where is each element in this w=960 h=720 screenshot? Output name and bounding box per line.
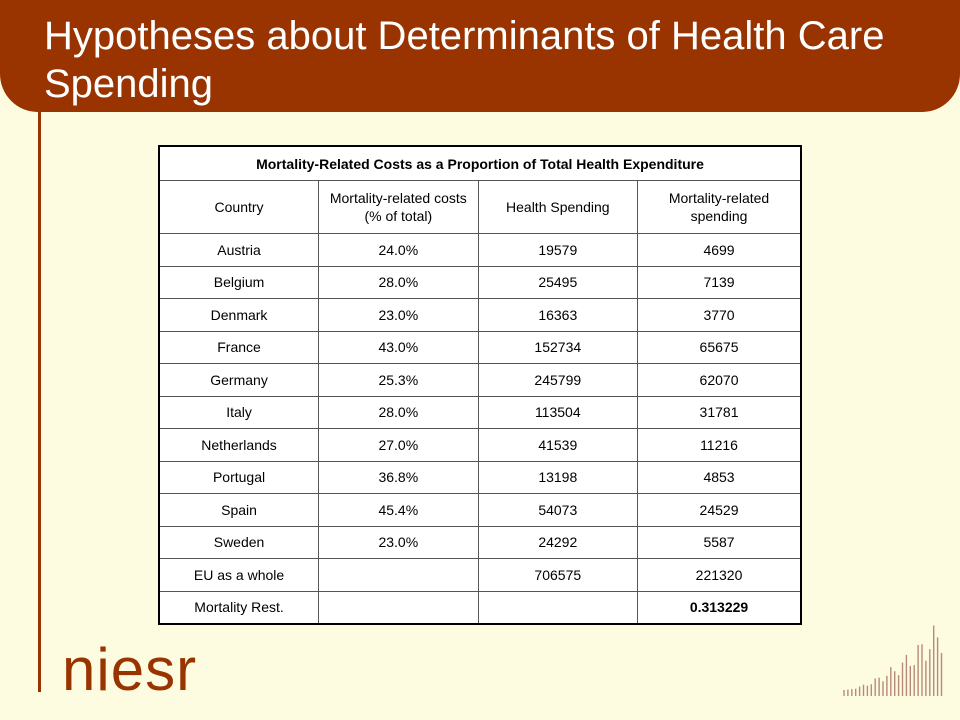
column-header-mortality-pct: Mortality-related costs (% of total) (318, 180, 479, 234)
column-header-country: Country (158, 180, 320, 234)
cell-mortality-spending: 4853 (637, 460, 802, 494)
cell-country: Belgium (158, 265, 320, 299)
bar-pattern-logo-icon (843, 625, 943, 696)
cell-mortality-pct: 23.0% (318, 525, 479, 559)
table-row: Denmark 23.0% 16363 3770 (158, 298, 802, 332)
cell-health-spending: 113504 (477, 395, 639, 429)
table-row: Sweden 23.0% 24292 5587 (158, 525, 802, 559)
cell-health-spending (477, 590, 639, 625)
table-row: EU as a whole 706575 221320 (158, 558, 802, 592)
left-accent-line (38, 112, 41, 692)
cell-mortality-pct: 45.4% (318, 493, 479, 527)
cell-mortality-pct: 25.3% (318, 363, 479, 397)
cell-country: Italy (158, 395, 320, 429)
cell-mortality-pct: 27.0% (318, 428, 479, 462)
cell-mortality-pct (318, 558, 479, 592)
table-row: Spain 45.4% 54073 24529 (158, 493, 802, 527)
cell-country: Portugal (158, 460, 320, 494)
cell-health-spending: 706575 (477, 558, 639, 592)
cell-health-spending: 24292 (477, 525, 639, 559)
cell-health-spending: 41539 (477, 428, 639, 462)
cell-mortality-spending: 221320 (637, 558, 802, 592)
table-row: Mortality Rest. 0.313229 (158, 590, 802, 625)
cell-mortality-pct: 24.0% (318, 233, 479, 267)
title-banner: Hypotheses about Determinants of Health … (0, 0, 960, 112)
cell-mortality-spending: 0.313229 (637, 590, 802, 625)
cell-mortality-spending: 62070 (637, 363, 802, 397)
cell-mortality-spending: 24529 (637, 493, 802, 527)
cell-country: Spain (158, 493, 320, 527)
niesr-logo: niesr (62, 636, 198, 703)
cell-health-spending: 54073 (477, 493, 639, 527)
table-row: Netherlands 27.0% 41539 11216 (158, 428, 802, 462)
table-row: France 43.0% 152734 65675 (158, 330, 802, 364)
cell-mortality-pct: 36.8% (318, 460, 479, 494)
cell-health-spending: 13198 (477, 460, 639, 494)
cell-country: France (158, 330, 320, 364)
cell-country: Denmark (158, 298, 320, 332)
cell-mortality-pct: 28.0% (318, 395, 479, 429)
table-row: Belgium 28.0% 25495 7139 (158, 265, 802, 299)
cell-health-spending: 245799 (477, 363, 639, 397)
table-row: Portugal 36.8% 13198 4853 (158, 460, 802, 494)
cell-country: EU as a whole (158, 558, 320, 592)
column-header-health-spending: Health Spending (477, 180, 639, 234)
table-row: Italy 28.0% 113504 31781 (158, 395, 802, 429)
cell-mortality-pct (318, 590, 479, 625)
cell-mortality-spending: 5587 (637, 525, 802, 559)
cell-health-spending: 19579 (477, 233, 639, 267)
cell-mortality-spending: 3770 (637, 298, 802, 332)
cell-mortality-spending: 65675 (637, 330, 802, 364)
header-row: Country Mortality-related costs (% of to… (158, 180, 802, 234)
cell-mortality-spending: 7139 (637, 265, 802, 299)
cell-health-spending: 16363 (477, 298, 639, 332)
cell-mortality-pct: 23.0% (318, 298, 479, 332)
cell-mortality-pct: 43.0% (318, 330, 479, 364)
cell-mortality-pct: 28.0% (318, 265, 479, 299)
cell-country: Sweden (158, 525, 320, 559)
cell-health-spending: 25495 (477, 265, 639, 299)
cell-health-spending: 152734 (477, 330, 639, 364)
cell-mortality-spending: 4699 (637, 233, 802, 267)
mortality-costs-table: Mortality-Related Costs as a Proportion … (158, 145, 802, 625)
table-row: Germany 25.3% 245799 62070 (158, 363, 802, 397)
table-caption: Mortality-Related Costs as a Proportion … (158, 145, 802, 181)
cell-country: Mortality Rest. (158, 590, 320, 625)
cell-country: Austria (158, 233, 320, 267)
cell-country: Germany (158, 363, 320, 397)
table-row: Austria 24.0% 19579 4699 (158, 233, 802, 267)
slide-title: Hypotheses about Determinants of Health … (44, 14, 885, 106)
cell-mortality-spending: 11216 (637, 428, 802, 462)
cell-country: Netherlands (158, 428, 320, 462)
column-header-mortality-spending: Mortality-related spending (637, 180, 802, 234)
cell-mortality-spending: 31781 (637, 395, 802, 429)
